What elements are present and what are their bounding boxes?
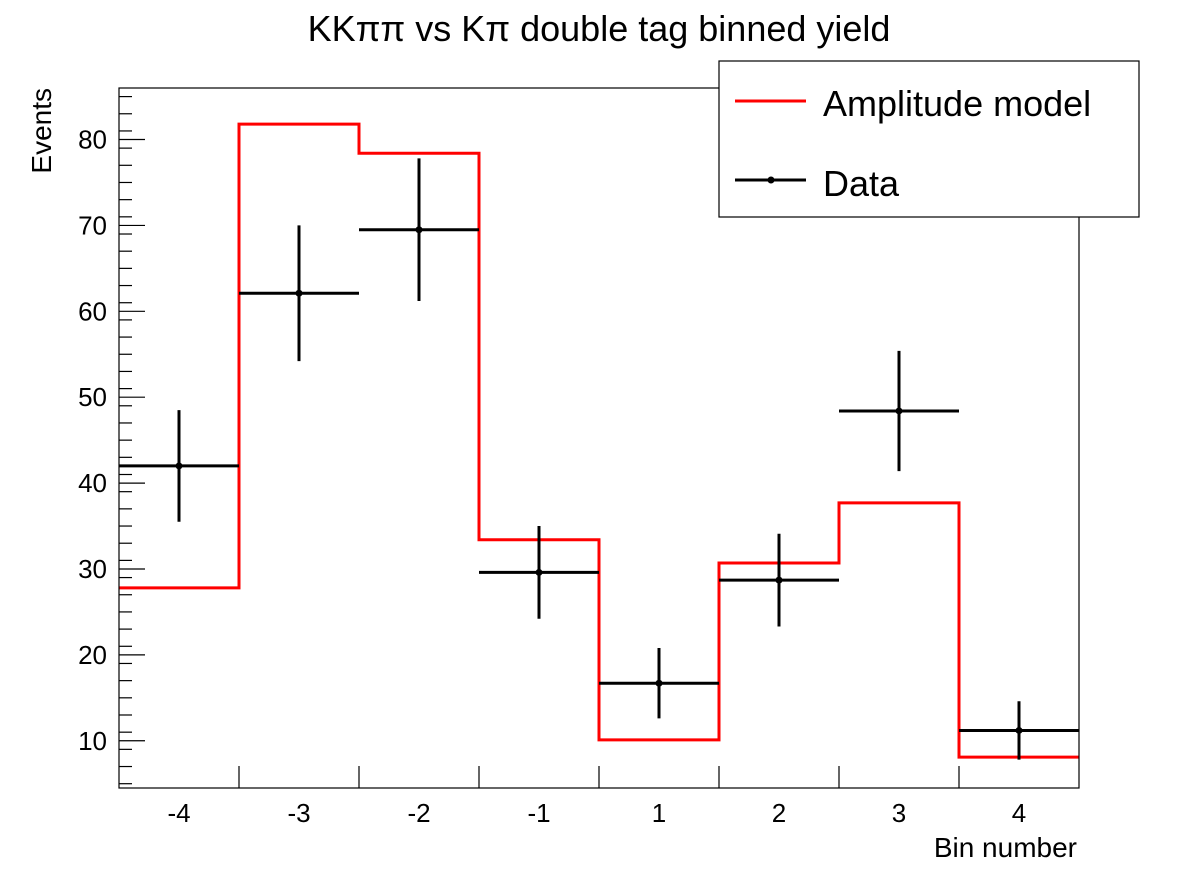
data-point: [119, 410, 239, 522]
x-tick-label: 1: [652, 798, 666, 828]
data-point: [479, 526, 599, 619]
data-marker: [895, 407, 903, 415]
data-point: [239, 225, 359, 362]
model-layer: [119, 122, 1079, 759]
x-tick-label: 4: [1012, 798, 1026, 828]
data-point: [719, 533, 839, 627]
y-tick-label: 50: [78, 382, 107, 412]
data-point: [959, 701, 1079, 760]
data-marker: [415, 226, 423, 234]
x-tick-label: 2: [772, 798, 786, 828]
chart-title: KKππ vs Kπ double tag binned yield: [308, 8, 891, 49]
data-marker: [175, 462, 183, 470]
model-step-line: [119, 122, 1079, 759]
data-layer: [119, 158, 1079, 760]
x-tick-label: -4: [167, 798, 190, 828]
x-tick-label: -2: [407, 798, 430, 828]
y-tick-label: 70: [78, 210, 107, 240]
data-point: [359, 158, 479, 302]
data-marker: [535, 568, 543, 576]
y-tick-label: 10: [78, 726, 107, 756]
data-marker: [655, 679, 663, 687]
data-point: [839, 350, 959, 472]
data-marker: [295, 289, 303, 297]
data-marker: [775, 576, 783, 584]
y-axis-label: Events: [26, 88, 57, 174]
data-marker: [1015, 726, 1023, 734]
legend: Amplitude model Data: [718, 60, 1140, 218]
x-tick-label: -3: [287, 798, 310, 828]
y-tick-label: 30: [78, 554, 107, 584]
x-tick-label: 3: [892, 798, 906, 828]
legend-swatch-data-marker: [767, 176, 775, 184]
y-tick-label: 80: [78, 125, 107, 155]
legend-label-model: Amplitude model: [823, 83, 1091, 124]
y-tick-label: 20: [78, 640, 107, 670]
y-tick-label: 60: [78, 296, 107, 326]
x-tick-label: -1: [527, 798, 550, 828]
data-point: [599, 648, 719, 719]
ticks-layer: 10 20 30 40 50 60 70 80 -4 -3 -2 -1 1 2 3 4: [78, 95, 1026, 828]
x-axis-label: Bin number: [934, 832, 1077, 863]
legend-box: [718, 60, 1140, 218]
legend-label-data: Data: [823, 163, 900, 204]
plot-frame: [118, 87, 1080, 789]
y-tick-label: 40: [78, 468, 107, 498]
